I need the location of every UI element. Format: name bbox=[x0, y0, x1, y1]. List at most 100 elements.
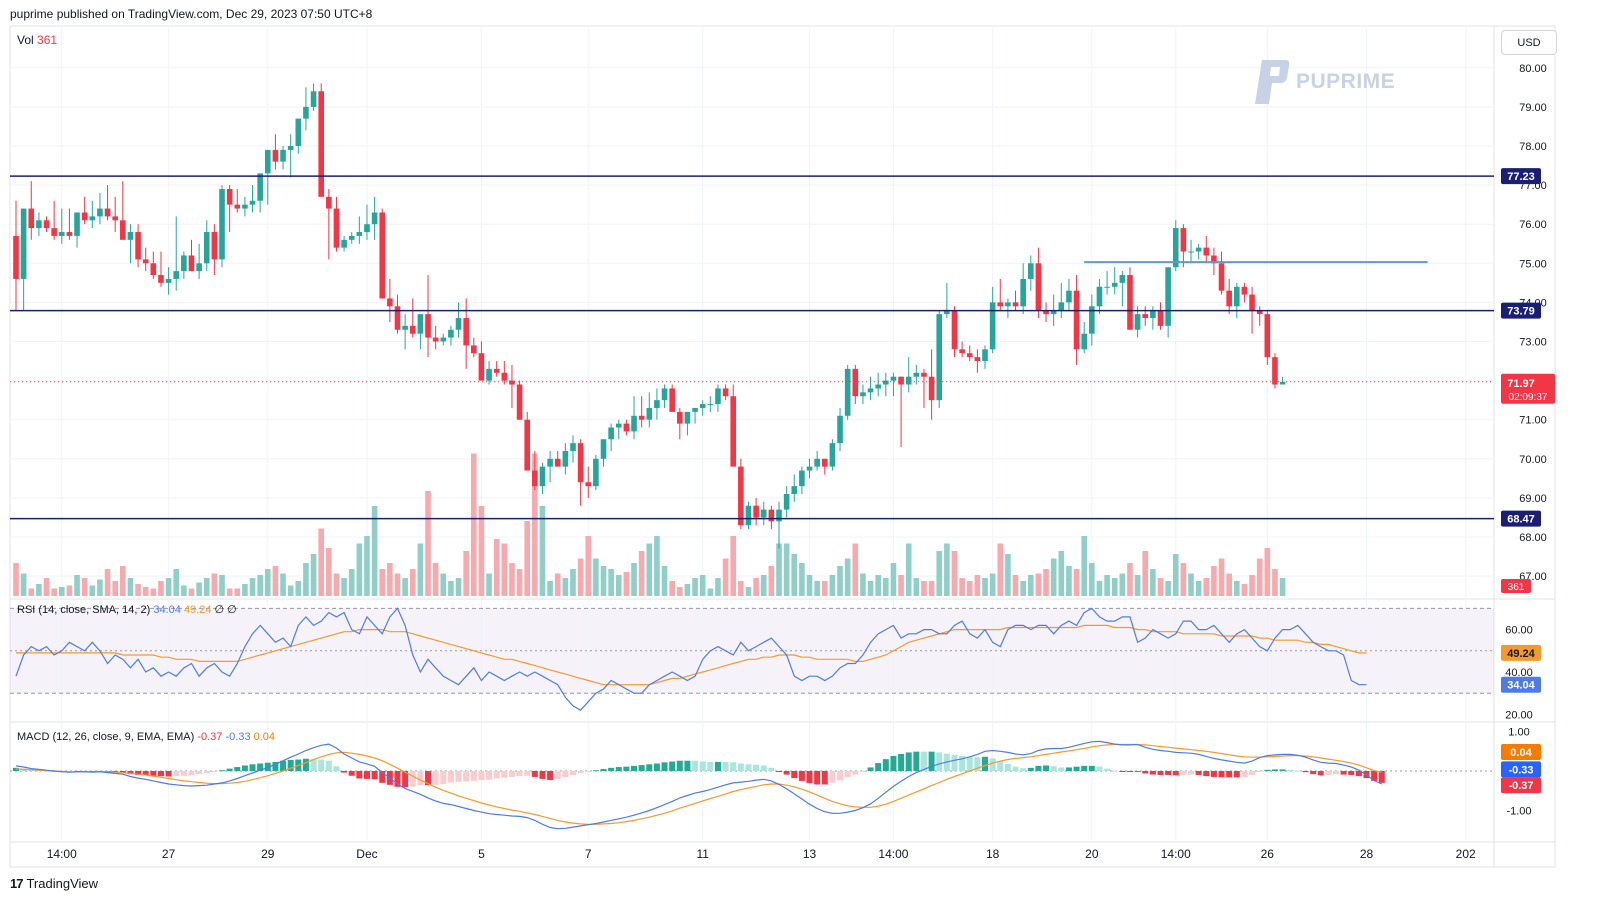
candle-body bbox=[1157, 310, 1164, 326]
published-line: puprime published on TradingView.com, De… bbox=[10, 7, 373, 21]
volume-bar bbox=[142, 587, 149, 596]
volume-bar bbox=[448, 581, 454, 596]
volume-bar bbox=[898, 575, 904, 596]
candle-body bbox=[74, 212, 80, 236]
volume-bar bbox=[1188, 573, 1194, 596]
candle-body bbox=[135, 232, 141, 260]
macd-histogram-bar bbox=[730, 762, 737, 771]
volume-bar bbox=[150, 588, 157, 596]
macd-histogram-bar bbox=[844, 771, 851, 778]
candle-body bbox=[1150, 310, 1156, 319]
volume-bar bbox=[936, 551, 943, 596]
macd-histogram-bar bbox=[1348, 771, 1355, 775]
candle-body bbox=[1127, 275, 1133, 330]
candle-body bbox=[966, 353, 973, 358]
macd-signal-line bbox=[15, 743, 1382, 825]
candle-body bbox=[478, 353, 485, 381]
macd-histogram-bar bbox=[547, 771, 554, 781]
volume-bar bbox=[570, 569, 576, 596]
volume-bar bbox=[1218, 558, 1225, 596]
candle-body bbox=[638, 415, 645, 420]
volume-bar bbox=[959, 578, 965, 596]
candle-body bbox=[837, 415, 843, 444]
macd-histogram-bar bbox=[898, 754, 905, 771]
volume-bar bbox=[905, 543, 912, 596]
candle-body bbox=[394, 306, 401, 330]
volume-bar bbox=[1195, 581, 1202, 596]
macd-histogram-bar bbox=[1378, 771, 1385, 783]
candle-body bbox=[272, 149, 279, 162]
currency-button[interactable]: USD bbox=[1501, 30, 1557, 55]
macd-histogram-bar bbox=[1256, 771, 1263, 772]
countdown-label: 02:09:37 bbox=[1509, 392, 1548, 403]
candle-body bbox=[211, 232, 218, 260]
rsi-tag bbox=[1501, 676, 1541, 693]
volume-bar bbox=[989, 573, 996, 596]
macd-histogram-bar bbox=[585, 771, 592, 772]
volume-bar bbox=[1089, 563, 1095, 596]
volume-bar bbox=[890, 563, 897, 596]
macd-histogram-bar bbox=[539, 771, 546, 779]
price-tick-label: 78.00 bbox=[1519, 141, 1547, 153]
time-tick-label: 14:00 bbox=[1161, 847, 1191, 861]
level-price-label: 68.47 bbox=[1507, 514, 1535, 526]
candle-body bbox=[448, 329, 454, 338]
volume-bar bbox=[928, 581, 935, 596]
volume-bar bbox=[463, 551, 469, 596]
candles bbox=[13, 83, 1286, 549]
candle-body bbox=[768, 509, 775, 522]
volume-bar bbox=[1104, 575, 1110, 596]
volume-bar bbox=[623, 572, 630, 596]
level-price-label: 77.23 bbox=[1507, 171, 1535, 183]
candle-body bbox=[547, 458, 553, 467]
price-scale[interactable]: 67.0068.0069.0070.0071.0072.0073.0074.00… bbox=[1501, 63, 1555, 818]
volume-bar bbox=[81, 578, 88, 596]
macd-histogram-bar bbox=[905, 752, 912, 771]
macd-histogram-bar bbox=[1264, 769, 1271, 771]
volume-bar bbox=[852, 543, 859, 596]
volume-bar bbox=[326, 548, 332, 596]
macd-histogram-bar bbox=[157, 771, 164, 777]
volume-bar bbox=[455, 578, 462, 596]
price-tick-label: 79.00 bbox=[1519, 102, 1547, 114]
volume-tag bbox=[1501, 579, 1531, 593]
time-tick-label: 18 bbox=[986, 847, 1000, 861]
time-tick-label: 27 bbox=[162, 847, 176, 861]
volume-bar bbox=[1150, 569, 1156, 596]
volume-bar bbox=[982, 578, 988, 596]
macd-histogram-bar bbox=[768, 767, 775, 771]
puprime-logo-icon bbox=[1255, 60, 1290, 104]
macd-histogram-bar bbox=[875, 763, 882, 771]
macd-histogram-bar bbox=[119, 771, 126, 773]
macd-histogram-bar bbox=[478, 771, 485, 781]
volume-bar bbox=[20, 573, 27, 596]
macd-histogram-bar bbox=[982, 756, 989, 771]
volume-bar bbox=[341, 578, 347, 596]
last-price-label: 71.97 bbox=[1507, 378, 1535, 390]
candle-body bbox=[1188, 251, 1194, 253]
candle-body bbox=[1256, 310, 1263, 315]
macd-histogram-bar bbox=[211, 771, 218, 772]
macd-histogram-bar bbox=[447, 771, 454, 783]
macd-histogram-bar bbox=[1233, 771, 1240, 778]
macd-histogram-bar bbox=[516, 771, 523, 777]
candle-body bbox=[1050, 310, 1057, 315]
candle-body bbox=[585, 482, 592, 487]
candle-body bbox=[539, 466, 546, 487]
time-scale[interactable]: 14:00 27 29 Dec 5 7 11 13 14:00 18 20 14:00 26 28 202 bbox=[47, 847, 1476, 861]
volume-bar bbox=[97, 579, 103, 596]
macd-histogram-bar bbox=[592, 770, 599, 772]
volume-bar bbox=[43, 578, 50, 596]
candle-body bbox=[249, 200, 256, 205]
candle-body bbox=[1195, 247, 1202, 252]
grid bbox=[10, 28, 1494, 840]
candle-body bbox=[562, 450, 569, 467]
volume-legend: Vol 361 bbox=[17, 33, 57, 47]
candle-body bbox=[326, 196, 332, 209]
macd-histogram-bar bbox=[1287, 769, 1294, 771]
candle-body bbox=[1035, 263, 1042, 311]
volume-bar bbox=[1142, 551, 1149, 596]
levels[interactable] bbox=[10, 175, 1494, 520]
macd-histogram-bar bbox=[363, 771, 370, 779]
